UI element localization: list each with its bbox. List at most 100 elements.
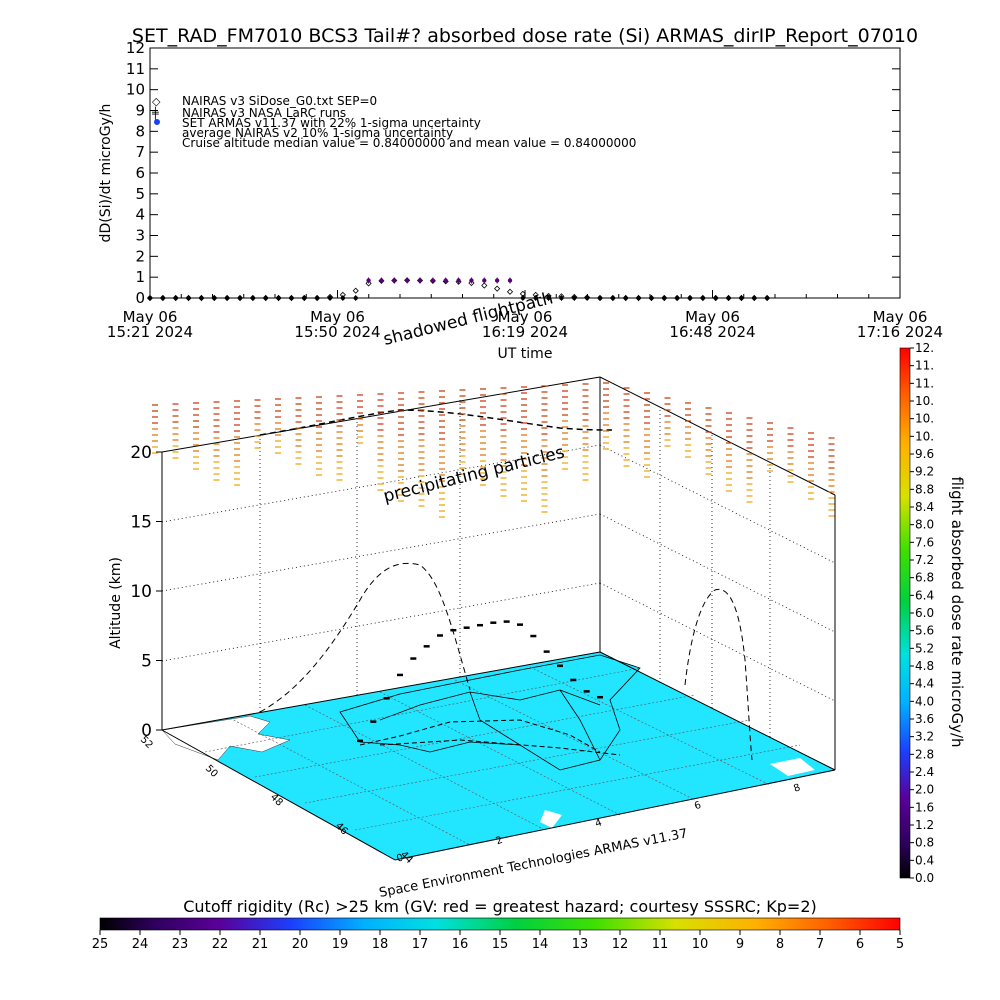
armas-point <box>224 295 230 301</box>
bottom-colorbar-ticks: 25 24 23 22 21 20 19 18 17 16 15 14 13 12 11 10 9 8 7 6 5 <box>92 930 904 952</box>
armas-point <box>752 295 757 301</box>
armas-point <box>610 295 616 301</box>
y-tick-label: 12 <box>126 39 145 57</box>
armas-point <box>186 295 191 301</box>
armas-point <box>572 295 577 301</box>
lon-tick-label: 8 <box>792 782 802 795</box>
right-colorbar-tick-label: 2.0 <box>915 783 934 797</box>
right-colorbar-tick-label: 10. <box>915 412 934 426</box>
armas-point <box>662 295 667 301</box>
box-frame <box>161 376 836 861</box>
bottom-colorbar-tick-label: 21 <box>252 937 269 952</box>
top-y-axis-label: dD(Si)/dt microGy/h <box>98 104 114 243</box>
land-sardinia <box>770 758 815 776</box>
altitude-axis-label: Altitude (km) <box>108 557 124 649</box>
x-tick-date: May 06 <box>123 308 178 326</box>
armas-point <box>469 278 474 283</box>
armas-point <box>726 295 731 301</box>
flight-track <box>357 620 603 743</box>
precipitating-particles <box>152 382 835 518</box>
right-colorbar-tick-label: 11. <box>915 376 934 390</box>
armas-point <box>417 278 423 283</box>
armas-point <box>353 295 358 301</box>
armas-point <box>533 295 538 301</box>
right-colorbar-tick-label: 6.8 <box>915 571 934 585</box>
bottom-colorbar-tick-label: 9 <box>736 937 744 952</box>
armas-point <box>404 278 410 283</box>
right-colorbar-tick-label: 9.2 <box>915 465 934 479</box>
bottom-colorbar-tick-label: 20 <box>292 937 309 952</box>
shadow-curve-left <box>259 562 471 713</box>
armas-point <box>713 295 718 301</box>
nairas-point <box>468 279 475 287</box>
x-tick-time: 16:48 2024 <box>669 323 755 341</box>
right-colorbar-label: flight absorbed dose rate microGy/h <box>948 476 966 747</box>
armas-point <box>700 295 706 301</box>
armas-point <box>199 295 204 301</box>
armas-point <box>623 295 628 301</box>
bottom-colorbar <box>99 917 901 931</box>
bottom-colorbar-tick-label: 16 <box>452 937 469 952</box>
y-tick-label: 6 <box>135 164 145 182</box>
right-colorbar-tick-label: 5.2 <box>915 641 934 655</box>
right-colorbar-tick-label: 0.4 <box>915 853 934 867</box>
armas-point <box>430 278 436 283</box>
longitude-axis: 0 2 4 6 8 <box>395 782 802 865</box>
armas-point <box>212 295 217 301</box>
ground-track <box>359 719 621 756</box>
armas-point <box>636 295 641 301</box>
lon-tick-label: 0 <box>395 852 405 865</box>
y-tick-label: 4 <box>135 206 145 224</box>
right-colorbar-tick-label: 8.4 <box>915 500 934 514</box>
armas-point <box>289 295 294 301</box>
x-tick-date: May 06 <box>873 308 928 326</box>
armas-point <box>173 295 178 301</box>
right-colorbar-tick-label: 7.2 <box>915 553 934 567</box>
nairas-point <box>352 287 359 294</box>
right-colorbar-ticks: 0.0 0.4 0.8 1.2 1.6 2.0 2.4 2.8 3.2 3.6 4.0 4.4 4.8 5… <box>910 341 934 885</box>
bottom-colorbar-tick-label: 22 <box>212 937 229 952</box>
armas-point <box>546 295 551 301</box>
bottom-colorbar-tick-label: 11 <box>652 937 669 952</box>
armas-point <box>340 295 346 301</box>
right-colorbar-tick-label: 8.8 <box>915 482 934 496</box>
x-tick-time: 17:16 2024 <box>857 323 943 341</box>
right-colorbar-tick-label: 4.8 <box>915 659 934 673</box>
right-colorbar-tick-label: 12. <box>915 341 934 355</box>
land-corsica <box>540 810 562 828</box>
armas-point <box>250 295 256 301</box>
nairas-point <box>506 288 514 295</box>
x-tick-date: May 06 <box>498 308 553 326</box>
y-tick-label: 10 <box>126 81 145 99</box>
right-colorbar-tick-label: 6.4 <box>915 588 934 602</box>
y-tick-label: 2 <box>135 247 145 265</box>
armas-point <box>507 278 513 283</box>
lon-tick-label: 2 <box>495 835 505 848</box>
armas-point <box>584 295 590 301</box>
armas-point <box>392 278 397 283</box>
armas-point <box>649 295 654 301</box>
bottom-colorbar-tick-label: 12 <box>612 937 629 952</box>
right-colorbar-tick-label: 11. <box>915 359 934 373</box>
bottom-colorbar-tick-label: 23 <box>172 937 189 952</box>
right-colorbar-tick-label: 6.0 <box>915 606 934 620</box>
y-tick-label: 7 <box>135 143 145 161</box>
right-colorbar-tick-label: 9.6 <box>915 447 934 461</box>
right-colorbar-tick-label: 4.4 <box>915 677 934 691</box>
armas-point <box>276 295 281 301</box>
bottom-colorbar-tick-label: 19 <box>332 937 349 952</box>
right-colorbar-tick-label: 3.6 <box>915 712 934 726</box>
armas-point <box>443 278 448 283</box>
ocean-plane <box>162 652 835 860</box>
x-tick-time: 16:19 2024 <box>482 323 568 341</box>
bottom-colorbar-tick-label: 8 <box>776 937 784 952</box>
armas-point <box>456 278 461 283</box>
legend-marker-diamond: ◇ <box>152 95 161 108</box>
lon-tick-label: 6 <box>693 800 703 813</box>
bottom-colorbar-tick-label: 10 <box>692 937 709 952</box>
bottom-colorbar-tick-label: 14 <box>532 937 549 952</box>
x-tick-date: May 06 <box>310 308 365 326</box>
